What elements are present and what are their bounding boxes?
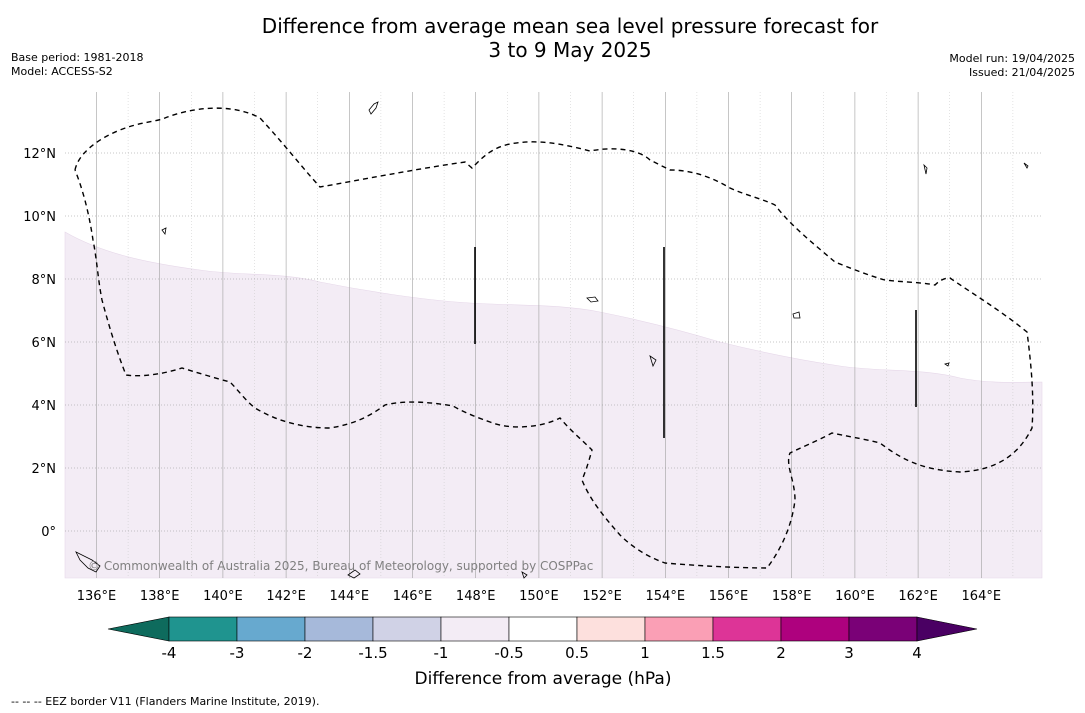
run-info: Model run: 19/04/2025 Issued: 21/04/2025: [949, 52, 1075, 80]
model-name: Model: ACCESS-S2: [11, 65, 113, 78]
longitude-tick-label: 146°E: [393, 589, 433, 604]
colorbar-tick-label: -4: [162, 644, 177, 662]
colorbar-bin: [508, 616, 578, 642]
shaded-anomaly-region: [64, 231, 1043, 579]
colorbar-tick-labels: -4 -3 -2 -1.5 -1 -0.5 0.5 1 1.5 2 3 4: [162, 644, 922, 662]
latitude-tick-label: 0°: [41, 525, 56, 540]
marker-lines: [474, 247, 917, 438]
colorbar-tick-label: 0.5: [565, 644, 589, 662]
issued-date: Issued: 21/04/2025: [968, 66, 1075, 79]
colorbar-bin: [644, 616, 714, 642]
longitude-tick-label: 156°E: [709, 589, 749, 604]
model-run: Model run: 19/04/2025: [949, 52, 1075, 65]
colorbar-tick-label: 2: [776, 644, 786, 662]
longitude-tick-label: 158°E: [772, 589, 812, 604]
longitude-tick-label: 140°E: [203, 589, 243, 604]
colorbar-bin: [236, 616, 306, 642]
colorbar-tick-label: 1.5: [701, 644, 725, 662]
latitude-tick-label: 8°N: [32, 273, 57, 288]
colorbar-bin: [712, 616, 782, 642]
colorbar-tick-label: -0.5: [494, 644, 523, 662]
colorbar-bin: [780, 616, 850, 642]
latitude-tick-label: 4°N: [32, 399, 57, 414]
latitude-tick-label: 10°N: [23, 210, 56, 225]
longitude-tick-label: 144°E: [330, 589, 370, 604]
island-outline: [944, 362, 950, 367]
colorbar-title: Difference from average (hPa): [415, 669, 672, 689]
island-outline: [75, 551, 101, 573]
island-outline: [368, 101, 379, 115]
colorbar-bin: [168, 616, 238, 642]
latitude-ticks: 12°N 10°N 8°N 6°N 4°N 2°N 0°: [23, 147, 56, 540]
island-outline: [161, 227, 167, 235]
longitude-tick-label: 154°E: [646, 589, 686, 604]
longitude-tick-label: 138°E: [140, 589, 180, 604]
island-outline: [649, 355, 657, 368]
colorbar-bin: [372, 616, 442, 642]
longitude-tick-label: 164°E: [962, 589, 1002, 604]
title-line-2: 3 to 9 May 2025: [488, 38, 652, 62]
colorbar-bin: [304, 616, 374, 642]
longitude-tick-label: 150°E: [519, 589, 559, 604]
copyright-notice: © Commonwealth of Australia 2025, Bureau…: [88, 559, 593, 573]
colorbar-bin: [848, 616, 918, 642]
island-outline: [586, 296, 599, 303]
colorbar-bins: [168, 616, 918, 642]
longitude-tick-label: 162°E: [898, 589, 938, 604]
colorbar-bin: [576, 616, 646, 642]
island-outline: [521, 571, 528, 579]
colorbar-low-extension: [107, 616, 170, 642]
colorbar-tick-label: -1.5: [358, 644, 387, 662]
island-outline: [792, 311, 801, 319]
latitude-tick-label: 12°N: [23, 147, 56, 162]
longitude-tick-label: 152°E: [582, 589, 622, 604]
island-outlines: [75, 101, 1029, 579]
map-plot-area: © Commonwealth of Australia 2025, Bureau…: [64, 92, 1043, 579]
latitude-tick-label: 2°N: [32, 462, 57, 477]
colorbar-high-extension: [916, 616, 978, 642]
colorbar-tick-label: 1: [640, 644, 650, 662]
latitude-tick-label: 6°N: [32, 336, 57, 351]
island-outline: [923, 163, 928, 175]
longitude-tick-label: 136°E: [77, 589, 117, 604]
base-period: Base period: 1981-2018: [11, 51, 144, 64]
colorbar-bin: [440, 616, 510, 642]
colorbar-tick-label: 4: [912, 644, 922, 662]
colorbar-tick-label: 3: [844, 644, 854, 662]
title-line-1: Difference from average mean sea level p…: [261, 14, 879, 38]
longitude-tick-label: 142°E: [266, 589, 306, 604]
island-outline: [1023, 162, 1029, 169]
colorbar: -4 -3 -2 -1.5 -1 -0.5 0.5 1 1.5 2 3 4 Difference fr…: [107, 616, 978, 689]
island-outline: [347, 569, 361, 579]
longitude-ticks: 136°E 138°E 140°E 142°E 144°E 146°E 148°E 150°E…: [77, 589, 1001, 604]
eez-border: [74, 107, 1034, 569]
longitude-tick-label: 148°E: [456, 589, 496, 604]
model-info: Base period: 1981-2018 Model: ACCESS-S2: [11, 51, 143, 79]
colorbar-tick-label: -2: [298, 644, 313, 662]
colorbar-tick-label: -3: [230, 644, 245, 662]
eez-footnote: -- -- -- EEZ border V11 (Flanders Marine…: [11, 695, 320, 708]
colorbar-tick-label: -1: [434, 644, 449, 662]
longitude-tick-label: 160°E: [835, 589, 875, 604]
map-title: Difference from average mean sea level p…: [0, 14, 1085, 62]
